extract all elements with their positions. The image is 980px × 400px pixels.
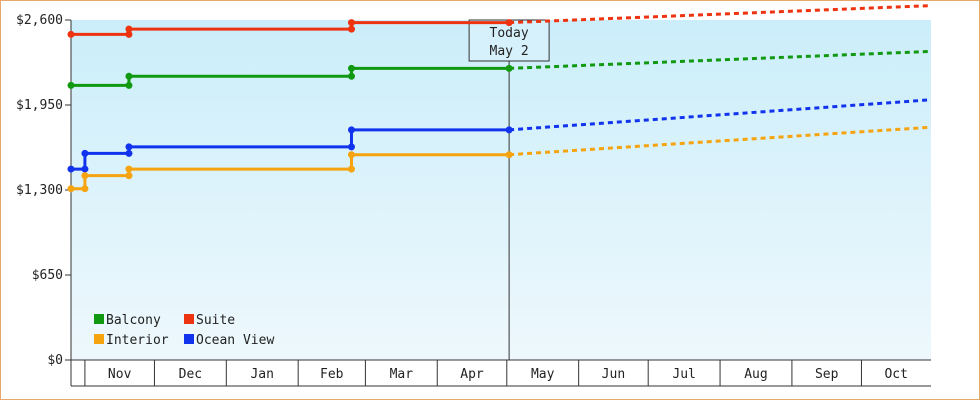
data-point-balcony xyxy=(505,64,513,72)
forecast-line-interior xyxy=(509,125,932,157)
data-point-balcony xyxy=(347,72,355,80)
x-month-label: Dec xyxy=(179,367,202,382)
data-point-ocean-view xyxy=(81,149,89,157)
data-point-ocean-view xyxy=(505,126,513,134)
x-month-label: Jul xyxy=(672,367,695,382)
data-point-suite xyxy=(347,25,355,33)
x-month-label: May xyxy=(531,367,555,382)
data-point-suite xyxy=(505,19,513,27)
series-line-balcony xyxy=(71,66,510,87)
y-tick-label: $2,600 xyxy=(16,13,63,28)
forecast-line-balcony xyxy=(509,49,932,70)
data-point-interior xyxy=(125,172,133,180)
series-line-suite xyxy=(71,21,510,36)
legend-label: Ocean View xyxy=(196,333,274,348)
today-label: Today xyxy=(490,26,529,41)
x-month-label: Jun xyxy=(602,367,625,382)
data-point-ocean-view xyxy=(81,165,89,173)
data-point-suite xyxy=(67,30,75,38)
forecast-line-suite xyxy=(509,4,932,25)
x-month-label: Mar xyxy=(390,367,414,382)
x-month-label: Nov xyxy=(108,367,132,382)
data-point-interior xyxy=(347,165,355,173)
legend-swatch xyxy=(184,334,194,344)
data-point-balcony xyxy=(125,81,133,89)
data-point-interior xyxy=(505,151,513,159)
x-month-label: Oct xyxy=(884,367,907,382)
legend-swatch xyxy=(94,334,104,344)
today-box xyxy=(468,19,550,62)
data-point-ocean-view xyxy=(125,143,133,151)
data-point-ocean-view xyxy=(347,126,355,134)
data-point-ocean-view xyxy=(67,165,75,173)
x-month-label: Apr xyxy=(460,367,484,382)
plot-area xyxy=(71,20,931,360)
legend-label: Balcony xyxy=(106,313,161,328)
data-point-interior xyxy=(67,185,75,193)
data-point-interior xyxy=(81,172,89,180)
data-point-balcony xyxy=(125,72,133,80)
y-tick-label: $1,950 xyxy=(16,98,63,113)
x-month-label: Aug xyxy=(744,367,767,382)
y-tick-label: $1,300 xyxy=(16,183,63,198)
legend-swatch xyxy=(94,314,104,324)
today-date: May 2 xyxy=(490,44,529,59)
legend-label: Interior xyxy=(106,333,169,348)
y-tick-label: $0 xyxy=(47,353,63,368)
x-month-label: Feb xyxy=(320,367,344,382)
data-point-interior xyxy=(81,185,89,193)
y-tick-label: $650 xyxy=(32,268,63,283)
data-point-suite xyxy=(347,19,355,27)
data-point-ocean-view xyxy=(125,149,133,157)
data-point-suite xyxy=(125,30,133,38)
data-point-interior xyxy=(125,165,133,173)
data-point-balcony xyxy=(347,64,355,72)
data-point-balcony xyxy=(67,81,75,89)
x-month-label: Jan xyxy=(250,367,273,382)
forecast-line-ocean-view xyxy=(509,98,932,132)
legend-swatch xyxy=(184,314,194,324)
data-point-suite xyxy=(125,25,133,33)
x-month-label: Sep xyxy=(815,367,839,382)
data-point-ocean-view xyxy=(347,143,355,151)
data-point-interior xyxy=(347,151,355,159)
legend-label: Suite xyxy=(196,313,235,328)
